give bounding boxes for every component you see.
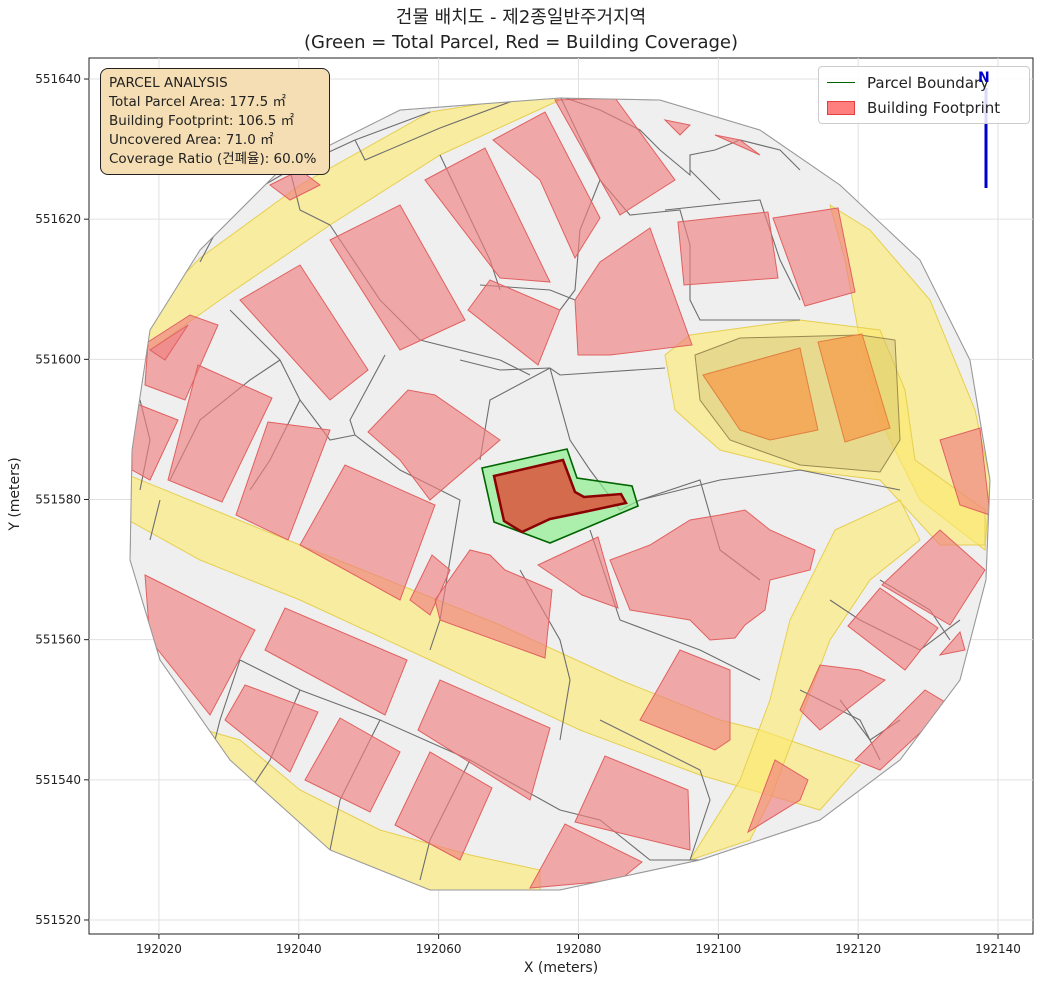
building — [329, 204, 466, 351]
building — [747, 759, 809, 834]
building — [224, 684, 319, 773]
building — [677, 211, 779, 286]
y-tick-label: 551640 — [35, 72, 81, 86]
building — [574, 755, 691, 851]
y-tick-label: 551620 — [35, 212, 81, 226]
building — [424, 147, 551, 283]
x-tick-label: 192100 — [695, 942, 741, 956]
legend-line-swatch — [827, 82, 855, 83]
y-axis-label: Y (meters) — [7, 457, 23, 531]
building — [264, 607, 408, 716]
chart-title: 건물 배치도 - 제2종일반주거지역 — [395, 7, 647, 28]
building — [417, 679, 551, 801]
building — [367, 389, 501, 501]
building — [434, 549, 553, 659]
y-tick-label: 551580 — [35, 493, 81, 507]
legend-item-building: Building Footprint — [827, 95, 1021, 120]
building — [304, 717, 401, 813]
info-uncovered-area: Uncovered Area: 71.0 ㎡ — [109, 132, 274, 148]
y-tick-label: 551600 — [35, 352, 81, 366]
north-arrow-label: N — [978, 70, 990, 86]
building — [394, 751, 493, 861]
parcel-analysis-box: PARCEL ANALYSIS Total Parcel Area: 177.5… — [100, 68, 330, 175]
legend: Parcel Boundary Building Footprint — [818, 66, 1030, 124]
building — [409, 554, 451, 616]
building — [772, 207, 856, 307]
y-tick-label: 551540 — [35, 773, 81, 787]
building — [299, 464, 436, 601]
building — [574, 227, 693, 356]
info-header: PARCEL ANALYSIS — [109, 75, 228, 91]
orange-block — [694, 333, 901, 473]
building — [663, 119, 692, 136]
legend-patch-swatch — [827, 100, 855, 115]
building — [847, 587, 939, 671]
building — [239, 264, 369, 401]
building — [799, 664, 887, 731]
y-tick-label: 551520 — [35, 913, 81, 927]
chart-subtitle: (Green = Total Parcel, Red = Building Co… — [303, 32, 739, 53]
x-tick-label: 192080 — [556, 942, 602, 956]
x-tick-label: 192140 — [975, 942, 1021, 956]
info-building-footprint: Building Footprint: 106.5 ㎡ — [109, 113, 295, 129]
target-building — [492, 458, 628, 534]
legend-label-building: Building Footprint — [867, 98, 1001, 117]
x-tick-label: 192120 — [835, 942, 881, 956]
building — [149, 324, 189, 361]
building — [167, 364, 273, 503]
building — [536, 536, 619, 609]
x-axis-label: X (meters) — [523, 960, 599, 976]
study-area-outline — [129, 97, 991, 891]
y-tick-label: 551560 — [35, 633, 81, 647]
building — [938, 630, 966, 656]
building — [269, 169, 321, 201]
building — [609, 509, 816, 641]
legend-item-parcel: Parcel Boundary — [827, 70, 1021, 95]
info-total-area: Total Parcel Area: 177.5 ㎡ — [109, 94, 286, 110]
building — [939, 427, 990, 516]
axis-ticks: 192020 192040 192060 192080 192100 192120 1921… — [35, 72, 1021, 956]
building — [492, 111, 601, 260]
building — [881, 529, 986, 626]
building — [639, 649, 731, 751]
x-tick-label: 192020 — [136, 942, 182, 956]
buildings — [131, 98, 990, 889]
info-coverage-ratio: Coverage Ratio (건폐율): 60.0% — [109, 151, 317, 167]
building — [529, 823, 643, 889]
building — [235, 421, 331, 541]
x-tick-label: 192060 — [416, 942, 462, 956]
building — [144, 314, 219, 401]
building — [144, 574, 256, 716]
x-tick-label: 192040 — [276, 942, 322, 956]
building — [467, 279, 561, 366]
legend-label-parcel: Parcel Boundary — [867, 73, 990, 92]
building — [714, 134, 761, 156]
